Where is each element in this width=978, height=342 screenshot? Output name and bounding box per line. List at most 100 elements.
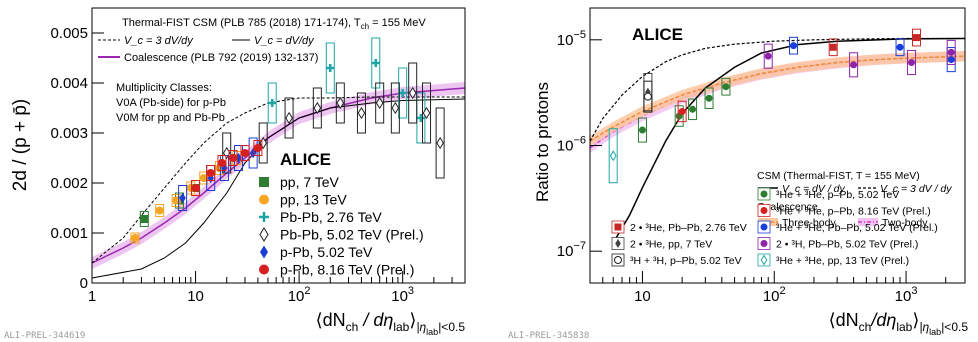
legend-marker-pp-7-tev [259,177,269,187]
data-point [764,52,772,60]
data-point [326,64,335,72]
right-axis-ticks: 10 102 103 10−7 10−6 10−5 [557,29,947,305]
x-axis-label-part: ⟩ [409,310,416,330]
legend-label-2-he-pp-7-tev: 2 • ³He, pp, 7 TeV [630,239,712,251]
syst-error-box [356,92,366,134]
csm-vc1-curve [91,98,466,279]
syst-error-box [178,185,188,211]
syst-error-box [375,82,385,124]
left-watermark: ALI-PREL-344619 [4,331,85,341]
right-y-tick-exponent: −6 [573,135,586,147]
syst-error-box [390,82,400,134]
left-axis-ticks: 1 10 102 103 0 0.001 0.002 0.003 0.004 0.005 [50,25,453,305]
syst-error-box [674,105,684,127]
left-model-title-sub: ch [361,22,369,31]
series-he-he-p-pb-8-16-tev-prel [677,100,687,123]
right-watermark: ALI-PREL-345838 [508,331,589,341]
left-y-tick-label: 0.003 [50,125,88,142]
data-point [191,184,200,192]
x-axis-label-part: lab [393,320,409,334]
syst-error-box [677,100,687,123]
right-legend-two: Two-body [882,217,928,229]
left-legend-vc1: V_c = dV/dy [254,35,315,47]
legend-marker-2-he-pb-pb-2-76-tev [614,223,622,231]
left-x-tick-label: 102 [288,285,311,305]
left-x-axis-label: ⟨dNch / dηlab⟩|ηlab|<0.5 [316,310,466,337]
left-y-tick-label: 0.002 [50,175,88,192]
syst-error-box [849,52,859,78]
x-axis-label-part: /dη [869,310,896,330]
data-point [947,48,955,56]
series-2-he-pb-pb-2-76-tev [828,28,921,57]
left-y-tick-label: 0 [80,275,88,292]
legend-marker-pb-pb-2-76-tev [259,212,269,222]
syst-error-box [335,82,345,124]
right-x-tick-label: 10 [634,288,651,305]
x-axis-label-part: ⟨dN [316,310,346,330]
syst-error-box [688,98,698,121]
data-point [722,83,730,91]
syst-error-box [763,43,773,69]
mult-line-3: V0M for pp and Pb-Pb [116,112,225,124]
legend-marker-2-he-pp-7-tev [615,238,621,249]
data-point [253,144,262,152]
left-chart: 1 10 102 103 0 0.001 0.002 0.003 0.004 0.005 2d /… [4,7,466,341]
syst-error-box [637,117,647,143]
left-y-tick-label: 0.001 [50,225,88,242]
data-point [285,111,293,125]
csm-vc3-curve [91,96,465,264]
coalescence-band [92,82,465,269]
series-h-h-p-pb-5-02-tev [643,80,653,113]
data-point [140,215,149,223]
right-y-tick-label: 10−5 [557,29,586,49]
x-axis-label-part: |η [919,320,929,334]
x-axis-label-part: ch [859,320,872,334]
legend-label-pp-7-tev: pp, 7 TeV [280,174,340,190]
syst-error-box [895,38,905,57]
syst-error-box [222,132,232,174]
data-point [371,59,380,67]
data-point [259,136,267,150]
syst-error-box [422,82,432,144]
right-model-legend: CSM (Thermal-FIST, T = 155 MeV) V_c = dV… [757,170,952,229]
right-y-tick-label: 10−6 [557,135,586,155]
legend-marker-h-h-p-pb-5-02-tev [614,256,622,264]
right-x-axis-label: ⟨dNch/dηlab⟩|ηlab|<0.5 [829,310,969,337]
mult-line-1: Multiplicity Classes: [116,82,212,94]
right-y-tick-label: 10−7 [557,240,586,260]
syst-error-box [284,97,294,139]
legend-marker-p-pb-5-02-tev [260,245,268,259]
legend-label-p-pb-5-02-tev: p-Pb, 5.02 TeV [280,244,373,260]
series-2-h-pb-pb-5-02-tev-prel [763,39,956,78]
legend-marker-2-h-pb-pb-5-02-tev-prel [760,240,768,247]
left-legend-vc3: V_c = 3 dV/dy [124,35,194,47]
legend-label-h-h-p-pb-5-02-tev: ³H + ³H, p–Pb, 5.02 TeV [630,255,742,267]
left-y-axis-label: 2d / (p + p̄) [10,99,31,191]
mult-line-2: V0A (Pb-side) for p-Pb [116,97,226,109]
left-model-title-end: = 155 MeV [369,17,426,29]
data-point [609,150,617,162]
data-point [408,86,417,100]
syst-error-box [721,77,731,96]
right-chart: 10 102 103 10−7 10−6 10−5 Ratio to protons ⟨d… [508,7,969,341]
left-x-tick-exponent: 3 [408,285,414,297]
data-point [229,154,238,162]
data-point [155,206,164,215]
data-point [638,126,646,134]
right-x-tick-exponent: 2 [780,285,786,297]
left-experiment-label: ALICE [280,150,331,169]
right-model-curves [589,37,966,244]
three-body-curve [589,55,966,142]
data-point [422,106,431,120]
right-y-tick-exponent: −5 [573,29,586,41]
legend-label-he-he-pp-13-tev-prel: ³He + ³He, pp, 13 TeV (Prel.) [776,255,909,267]
x-axis-label-part: |η [416,320,426,334]
x-axis-label-part: ⟨dN [829,310,859,330]
data-point [199,174,208,182]
data-point [217,159,226,167]
data-point [206,169,215,177]
syst-error-box [608,128,618,184]
data-point [829,43,837,51]
data-point [268,99,277,107]
